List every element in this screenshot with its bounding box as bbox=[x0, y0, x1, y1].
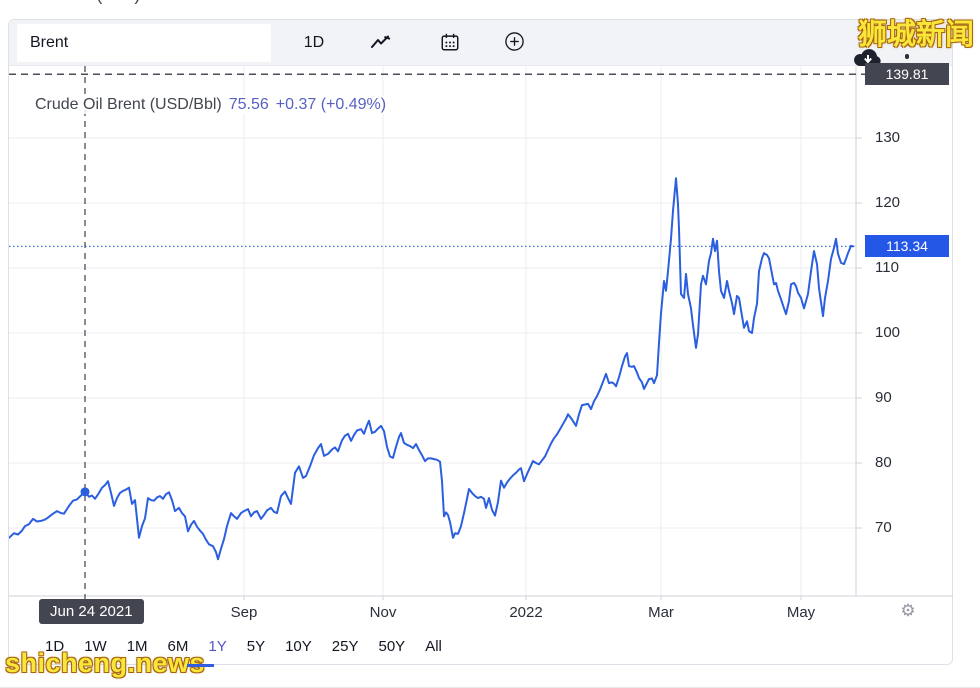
y-axis-label: 80 bbox=[875, 454, 892, 471]
range-button-6m[interactable]: 6M bbox=[167, 637, 189, 655]
legend-change: +0.37 (+0.49%) bbox=[275, 96, 387, 113]
cropped-heading-fragment: () bbox=[96, 0, 186, 6]
y-axis-label: 120 bbox=[875, 194, 901, 211]
y-axis-label: 110 bbox=[875, 259, 899, 276]
chart-toolbar: Brent 1D bbox=[9, 20, 952, 80]
x-axis-label: 2022 bbox=[509, 604, 543, 621]
range-button-all[interactable]: All bbox=[425, 637, 442, 655]
range-button-10y[interactable]: 10Y bbox=[285, 637, 312, 655]
chart-canvas[interactable] bbox=[9, 66, 954, 629]
current-price-tag: 113.34 bbox=[865, 235, 949, 258]
y-axis-label: 130 bbox=[875, 129, 901, 146]
cloud-download-icon bbox=[851, 48, 883, 72]
range-toolbar: 1D 1W 1M 6M 1Y 5Y 10Y 25Y 50Y All bbox=[9, 629, 952, 663]
range-button-1d[interactable]: 1D bbox=[45, 637, 65, 655]
chart-legend: Crude Oil Brent (USD/Bbl) 75.56 +0.37 (+0.… bbox=[31, 96, 391, 114]
range-button-1w[interactable]: 1W bbox=[84, 637, 107, 655]
x-axis-label: May bbox=[786, 604, 816, 621]
chart-widget: Brent 1D bbox=[8, 19, 953, 665]
range-button-5y[interactable]: 5Y bbox=[246, 637, 266, 655]
x-axis-label: Nov bbox=[369, 604, 397, 621]
chart-style-button[interactable] bbox=[364, 28, 398, 58]
watermark-bottom-left: shicheng.news bbox=[5, 648, 206, 678]
watermark-underline bbox=[187, 664, 214, 667]
symbol-search-input[interactable]: Brent bbox=[17, 24, 271, 62]
range-button-25y[interactable]: 25Y bbox=[331, 637, 359, 655]
compare-add-button[interactable] bbox=[497, 28, 531, 58]
cloud-download-button[interactable] bbox=[849, 46, 885, 72]
line-chart-icon bbox=[371, 34, 391, 53]
legend-price: 75.56 bbox=[228, 96, 269, 113]
settings-gear-icon[interactable]: ⚙ bbox=[897, 600, 919, 622]
symbol-search-value: Brent bbox=[30, 34, 69, 51]
y-axis-label: 90 bbox=[875, 389, 892, 406]
range-button-1y[interactable]: 1Y bbox=[208, 637, 227, 655]
calendar-icon bbox=[440, 32, 460, 55]
interval-button[interactable]: 1D bbox=[297, 28, 331, 58]
y-axis-label: 100 bbox=[875, 324, 901, 341]
x-axis-label: Sep bbox=[230, 604, 258, 621]
high-price-tag: 139.81 bbox=[865, 63, 949, 86]
plus-circle-icon bbox=[504, 31, 525, 55]
range-button-50y[interactable]: 50Y bbox=[378, 637, 406, 655]
range-button-1m[interactable]: 1M bbox=[126, 637, 148, 655]
crosshair-date-badge: Jun 24 2021 bbox=[39, 599, 144, 624]
calendar-button[interactable] bbox=[433, 28, 467, 58]
x-axis-label: Mar bbox=[648, 604, 674, 621]
watermark-top-right: 狮城新闻 bbox=[858, 19, 975, 51]
y-axis-label: 70 bbox=[875, 519, 892, 536]
legend-symbol: Crude Oil Brent (USD/Bbl) bbox=[35, 96, 222, 113]
